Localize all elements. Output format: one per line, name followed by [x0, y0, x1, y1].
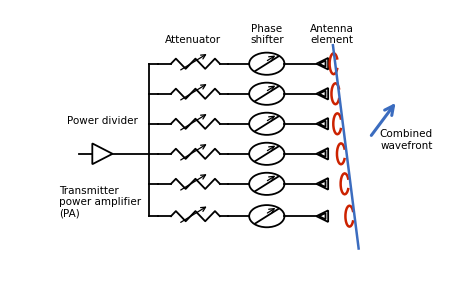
Text: Attenuator: Attenuator — [165, 35, 221, 45]
Text: Phase
shifter: Phase shifter — [250, 24, 283, 45]
Text: Combined
wavefront: Combined wavefront — [380, 129, 433, 151]
Text: Antenna
element: Antenna element — [310, 24, 354, 45]
Text: Transmitter
power amplifier
(PA): Transmitter power amplifier (PA) — [59, 186, 141, 219]
Text: Power divider: Power divider — [66, 116, 137, 127]
